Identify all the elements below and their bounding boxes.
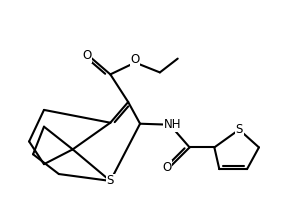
Text: O: O (131, 53, 140, 66)
Text: O: O (162, 161, 171, 174)
Text: S: S (235, 123, 243, 136)
Text: NH: NH (164, 118, 181, 131)
Text: S: S (107, 174, 114, 187)
Text: O: O (83, 49, 92, 62)
